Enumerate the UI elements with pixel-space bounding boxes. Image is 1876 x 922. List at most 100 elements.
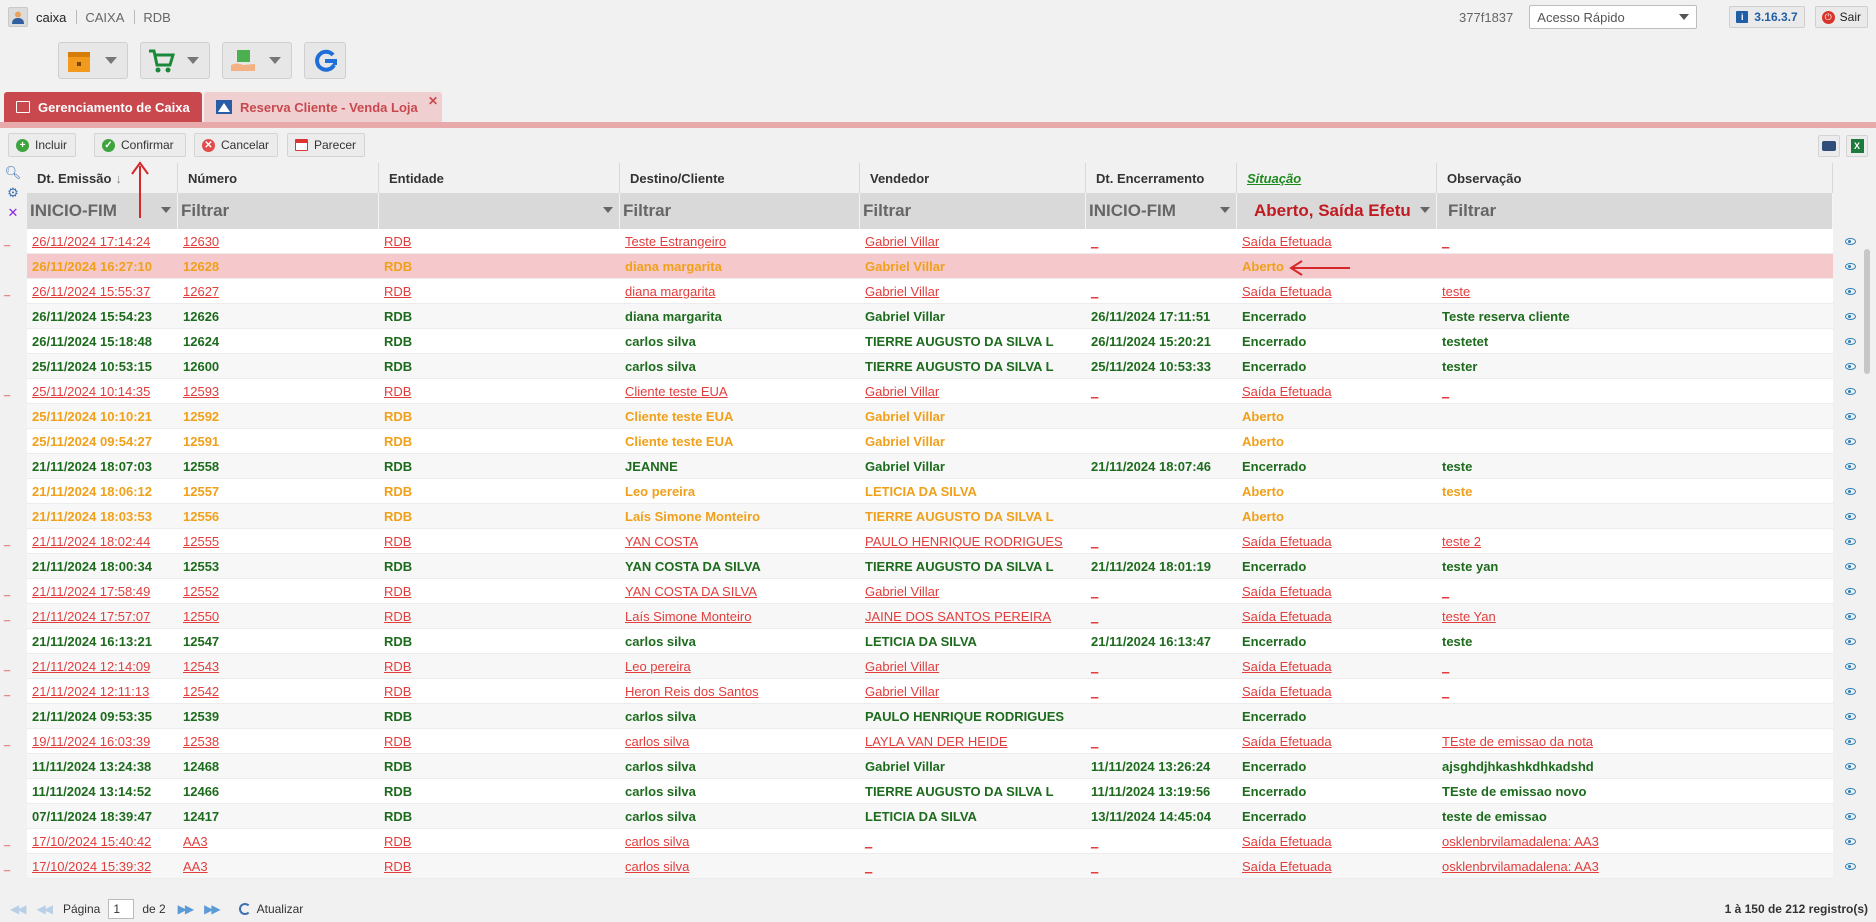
cancelar-button[interactable]: ✕ Cancelar xyxy=(194,133,278,157)
view-button[interactable] xyxy=(1842,229,1858,254)
view-button[interactable] xyxy=(1842,454,1858,479)
view-button[interactable] xyxy=(1842,304,1858,329)
view-button[interactable] xyxy=(1842,754,1858,779)
table-row[interactable]: 26/11/2024 16:27:10 12628 RDB diana margari… xyxy=(27,254,1833,279)
cell-encerramento[interactable]: _ xyxy=(1091,233,1099,249)
view-button[interactable] xyxy=(1842,354,1858,379)
table-row[interactable]: 21/11/2024 12:14:09 12543 RDB Leo pereira Ga… xyxy=(27,654,1833,679)
cell-numero[interactable]: 12538 xyxy=(183,733,220,749)
box-launcher-button[interactable] xyxy=(58,42,128,79)
chevron-down-icon[interactable] xyxy=(603,207,613,213)
cell-vendedor[interactable]: _ xyxy=(865,858,873,874)
cell-numero[interactable]: 12555 xyxy=(183,533,220,549)
filter-observacao[interactable]: Filtrar xyxy=(1437,193,1833,229)
cell-emissao[interactable]: 17/10/2024 15:39:32 xyxy=(32,858,152,874)
filter-entidade[interactable] xyxy=(379,193,620,229)
chevron-down-icon[interactable] xyxy=(187,57,199,64)
table-row[interactable]: 17/10/2024 15:40:42 AA3 RDB carlos silva _ _ S… xyxy=(27,829,1833,854)
cell-destino[interactable]: YAN COSTA DA SILVA xyxy=(625,583,757,599)
cell-vendedor[interactable]: Gabriel Villar xyxy=(865,683,940,699)
cell-vendedor[interactable]: Gabriel Villar xyxy=(865,383,940,399)
cell-situacao[interactable]: Saída Efetuada xyxy=(1242,833,1332,849)
column-header-destino[interactable]: Destino/Cliente xyxy=(620,163,860,193)
cell-encerramento[interactable]: _ xyxy=(1091,833,1099,849)
cell-numero[interactable]: 12552 xyxy=(183,583,220,599)
cell-encerramento[interactable]: _ xyxy=(1091,383,1099,399)
cell-destino[interactable]: diana margarita xyxy=(625,283,716,299)
user-avatar-icon[interactable] xyxy=(8,7,28,27)
cell-encerramento[interactable]: _ xyxy=(1091,283,1099,299)
cell-emissao[interactable]: 26/11/2024 17:14:24 xyxy=(32,233,151,249)
column-header-emissao[interactable]: Dt. Emissão ↓ xyxy=(27,163,178,193)
table-row[interactable]: 21/11/2024 18:00:34 12553 RDB YAN COSTA DA … xyxy=(27,554,1833,579)
table-row[interactable]: 17/10/2024 15:39:32 AA3 RDB carlos silva _ _ S… xyxy=(27,854,1833,879)
cell-observacao[interactable]: teste 2 xyxy=(1442,533,1482,549)
column-header-entidade[interactable]: Entidade xyxy=(379,163,620,193)
chevron-down-icon[interactable] xyxy=(269,57,281,64)
table-row[interactable]: 25/11/2024 10:14:35 12593 RDB Cliente teste… xyxy=(27,379,1833,404)
cell-entidade[interactable]: RDB xyxy=(384,658,412,674)
table-row[interactable]: 21/11/2024 18:06:12 12557 RDB Leo pereira LE… xyxy=(27,479,1833,504)
cell-destino[interactable]: Cliente teste EUA xyxy=(625,383,728,399)
view-button[interactable] xyxy=(1842,429,1858,454)
cell-observacao[interactable]: _ xyxy=(1442,383,1450,399)
cell-observacao[interactable]: _ xyxy=(1442,583,1450,599)
cell-vendedor[interactable]: _ xyxy=(865,833,873,849)
table-row[interactable]: 26/11/2024 17:14:24 12630 RDB Teste Estrang… xyxy=(27,229,1833,254)
cell-numero[interactable]: 12593 xyxy=(183,383,220,399)
cell-emissao[interactable]: 25/11/2024 10:14:35 xyxy=(32,383,151,399)
clear-filter-icon[interactable]: ✕ xyxy=(7,205,19,220)
cell-observacao[interactable]: _ xyxy=(1442,658,1450,674)
table-row[interactable]: 26/11/2024 15:54:23 12626 RDB diana margari… xyxy=(27,304,1833,329)
close-icon[interactable]: ✕ xyxy=(427,94,438,108)
cell-entidade[interactable]: RDB xyxy=(384,733,412,749)
cell-situacao[interactable]: Saída Efetuada xyxy=(1242,533,1332,549)
cell-emissao[interactable]: 21/11/2024 17:58:49 xyxy=(32,583,151,599)
cell-situacao[interactable]: Saída Efetuada xyxy=(1242,683,1332,699)
view-button[interactable] xyxy=(1842,279,1858,304)
cell-numero[interactable]: 12627 xyxy=(183,283,220,299)
cell-emissao[interactable]: 21/11/2024 12:11:13 xyxy=(32,683,150,699)
cell-observacao[interactable]: teste Yan xyxy=(1442,608,1496,624)
view-button[interactable] xyxy=(1842,504,1858,529)
first-page-icon[interactable]: ◀◀ xyxy=(10,902,27,916)
table-row[interactable]: 26/11/2024 15:55:37 12627 RDB diana margari… xyxy=(27,279,1833,304)
table-row[interactable]: 21/11/2024 12:11:13 12542 RDB Heron Reis do… xyxy=(27,679,1833,704)
view-button[interactable] xyxy=(1842,479,1858,504)
filter-vendedor[interactable]: Filtrar xyxy=(860,193,1086,229)
cell-situacao[interactable]: Saída Efetuada xyxy=(1242,733,1332,749)
cell-entidade[interactable]: RDB xyxy=(384,283,412,299)
cell-entidade[interactable]: RDB xyxy=(384,683,412,699)
cell-entidade[interactable]: RDB xyxy=(384,833,412,849)
column-header-situacao[interactable]: Situação xyxy=(1237,163,1437,193)
tab-gerenciamento-caixa[interactable]: Gerenciamento de Caixa xyxy=(4,92,202,122)
cell-vendedor[interactable]: Gabriel Villar xyxy=(865,658,940,674)
view-button[interactable] xyxy=(1842,679,1858,704)
cell-observacao[interactable]: _ xyxy=(1442,233,1450,249)
refresh-launcher-button[interactable] xyxy=(304,42,346,79)
cell-emissao[interactable]: 21/11/2024 12:14:09 xyxy=(32,658,151,674)
tab-reserva-cliente[interactable]: Reserva Cliente - Venda Loja ✕ xyxy=(204,92,442,122)
cell-entidade[interactable]: RDB xyxy=(384,383,412,399)
previous-page-icon[interactable]: ◀◀ xyxy=(36,902,53,916)
column-header-numero[interactable]: Número xyxy=(178,163,379,193)
cell-vendedor[interactable]: Gabriel Villar xyxy=(865,283,940,299)
table-row[interactable]: 21/11/2024 17:57:07 12550 RDB Laís Simone M… xyxy=(27,604,1833,629)
table-row[interactable]: 11/11/2024 13:24:38 12468 RDB carlos silva G… xyxy=(27,754,1833,779)
view-button[interactable] xyxy=(1842,704,1858,729)
cell-numero[interactable]: 12630 xyxy=(183,233,220,249)
view-button[interactable] xyxy=(1842,529,1858,554)
cell-situacao[interactable]: Saída Efetuada xyxy=(1242,658,1332,674)
table-row[interactable]: 21/11/2024 18:03:53 12556 RDB Laís Simone M… xyxy=(27,504,1833,529)
filter-numero[interactable]: Filtrar xyxy=(178,193,379,229)
table-row[interactable]: 11/11/2024 13:14:52 12466 RDB carlos silva T… xyxy=(27,779,1833,804)
cell-entidade[interactable]: RDB xyxy=(384,533,412,549)
table-row[interactable]: 25/11/2024 10:53:15 12600 RDB carlos silva T… xyxy=(27,354,1833,379)
scroll-thumb[interactable] xyxy=(1864,249,1870,374)
cell-destino[interactable]: Leo pereira xyxy=(625,658,691,674)
cell-numero[interactable]: 12542 xyxy=(183,683,220,699)
version-button[interactable]: i 3.16.3.7 xyxy=(1729,6,1805,28)
view-button[interactable] xyxy=(1842,329,1858,354)
cell-observacao[interactable]: teste xyxy=(1442,283,1471,299)
cell-destino[interactable]: carlos silva xyxy=(625,858,690,874)
